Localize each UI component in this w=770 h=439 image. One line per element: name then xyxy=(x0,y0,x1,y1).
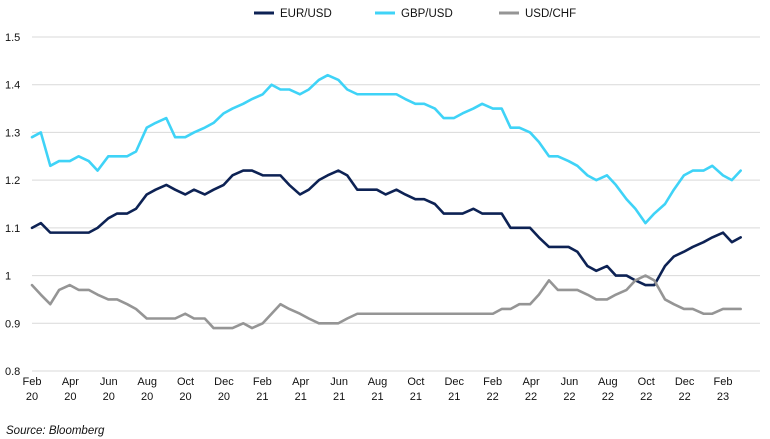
source-note: Source: Bloomberg xyxy=(6,425,105,437)
y-tick-label: 0.9 xyxy=(5,318,20,330)
series-line-gbp-usd xyxy=(30,73,742,225)
x-tick-month: Jun xyxy=(561,376,579,388)
x-tick-month: Dec xyxy=(675,376,695,388)
x-tick-month: Dec xyxy=(214,376,234,388)
x-tick-month: Apr xyxy=(522,376,539,388)
y-tick-label: 1.3 xyxy=(5,127,20,139)
x-tick-month: Apr xyxy=(62,376,79,388)
y-tick-label: 1.2 xyxy=(5,175,20,187)
x-tick-year: 22 xyxy=(563,391,575,403)
x-tick-year: 20 xyxy=(141,391,153,403)
x-tick-year: 20 xyxy=(218,391,230,403)
x-tick-month: Apr xyxy=(292,376,309,388)
gridlines xyxy=(32,36,760,372)
y-tick-label: 1 xyxy=(5,271,11,283)
x-tick-year: 20 xyxy=(64,391,76,403)
x-tick-month: Oct xyxy=(407,376,424,388)
x-tick-year: 22 xyxy=(487,391,499,403)
x-tick-month: Jun xyxy=(100,376,118,388)
x-tick-month: Feb xyxy=(23,376,42,388)
x-tick-year: 22 xyxy=(640,391,652,403)
x-tick-month: Feb xyxy=(483,376,502,388)
x-tick-year: 21 xyxy=(295,391,307,403)
x-tick-year: 22 xyxy=(678,391,690,403)
x-tick-month: Aug xyxy=(368,376,388,388)
x-tick-month: Oct xyxy=(177,376,194,388)
series-line-eur-usd xyxy=(30,169,742,287)
y-tick-label: 1.5 xyxy=(5,32,20,44)
x-tick-year: 20 xyxy=(179,391,191,403)
x-tick-year: 21 xyxy=(410,391,422,403)
x-tick-year: 21 xyxy=(371,391,383,403)
x-tick-year: 20 xyxy=(103,391,115,403)
series-lines xyxy=(30,73,742,330)
x-tick-year: 20 xyxy=(26,391,38,403)
legend: EUR/USD GBP/USD USD/CHF xyxy=(254,8,576,20)
x-tick-month: Jun xyxy=(330,376,348,388)
x-tick-year: 22 xyxy=(602,391,614,403)
x-tick-year: 23 xyxy=(717,391,729,403)
x-tick-year: 22 xyxy=(525,391,537,403)
legend-label: GBP/USD xyxy=(401,8,453,20)
y-tick-label: 1.1 xyxy=(5,223,20,235)
x-tick-month: Oct xyxy=(638,376,655,388)
x-tick-month: Aug xyxy=(598,376,618,388)
x-tick-month: Aug xyxy=(137,376,157,388)
y-tick-label: 1.4 xyxy=(5,80,20,92)
legend-label: EUR/USD xyxy=(280,8,332,20)
x-tick-month: Dec xyxy=(444,376,464,388)
legend-label: USD/CHF xyxy=(525,8,576,20)
x-tick-year: 21 xyxy=(448,391,460,403)
series-line-usd-chf xyxy=(30,274,742,330)
y-axis-tick-labels: 0.8 0.9 1 1.1 1.2 1.3 1.4 1.5 xyxy=(5,32,20,378)
y-tick-label: 0.8 xyxy=(5,366,20,378)
x-tick-year: 21 xyxy=(333,391,345,403)
x-tick-year: 21 xyxy=(256,391,268,403)
x-axis-tick-labels: Feb 20 Apr 20 Jun 20 Aug 20 Oct 20 Dec 20 Feb 21 Apr 21… xyxy=(23,376,733,403)
x-tick-month: Feb xyxy=(253,376,272,388)
x-tick-month: Feb xyxy=(714,376,733,388)
